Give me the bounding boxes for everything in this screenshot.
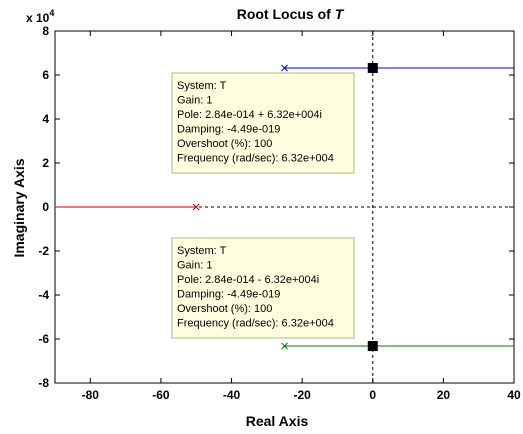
y-tick-label: -4 [38,288,49,302]
datatip-box [171,72,355,174]
x-tick-label: 40 [507,388,521,402]
y-multiplier: x 104 [26,8,54,25]
datatip-line: Damping: -4.49e-019 [177,289,280,301]
datatip-line: Pole: 2.84e-014 - 6.32e+004i [177,274,319,286]
y-tick-label: 2 [42,156,49,170]
x-tick-label: -60 [152,388,170,402]
y-tick-label: 0 [42,200,49,214]
datatip-line: Frequency (rad/sec): 6.32e+004 [177,318,334,330]
datatip-line: Gain: 1 [177,260,212,272]
datatip-line: Pole: 2.84e-014 + 6.32e+004i [177,109,322,121]
chart-title: Root Locus of T [237,6,345,22]
y-tick-label: 8 [42,24,49,38]
datatip-line: Gain: 1 [177,95,212,107]
chart-title-variable: T [335,6,345,22]
x-axis-label: Real Axis [246,413,309,429]
datatip-line: Overshoot (%): 100 [177,303,272,315]
y-multiplier-exponent: 4 [49,8,54,18]
pole-marker [281,342,288,350]
y-tick-label: -2 [38,244,49,258]
selected-point-marker [367,62,378,73]
selected-point-marker [367,341,378,352]
x-tick-label: -80 [82,388,100,402]
datatip-line: Frequency (rad/sec): 6.32e+004 [177,153,334,165]
y-axis-label: Imaginary Axis [11,158,27,257]
datatip-line: Overshoot (%): 100 [177,138,272,150]
y-tick-label: -8 [38,376,49,390]
datatip-line: System: T [177,245,227,257]
datatip-line: System: T [177,80,227,92]
y-multiplier-base: x 10 [26,11,50,25]
datatip-box [171,237,355,339]
y-tick-label: 4 [42,112,49,126]
chart-title-text: Root Locus of [237,6,335,22]
x-tick-label: -20 [293,388,311,402]
x-tick-label: 20 [437,388,451,402]
pole-marker [192,203,200,211]
datatip-line: Damping: -4.49e-019 [177,124,280,136]
pole-marker [281,64,288,72]
y-tick-label: 6 [42,68,49,82]
x-tick-label: 0 [369,388,376,402]
x-tick-label: -40 [223,388,241,402]
y-tick-label: -6 [38,332,49,346]
